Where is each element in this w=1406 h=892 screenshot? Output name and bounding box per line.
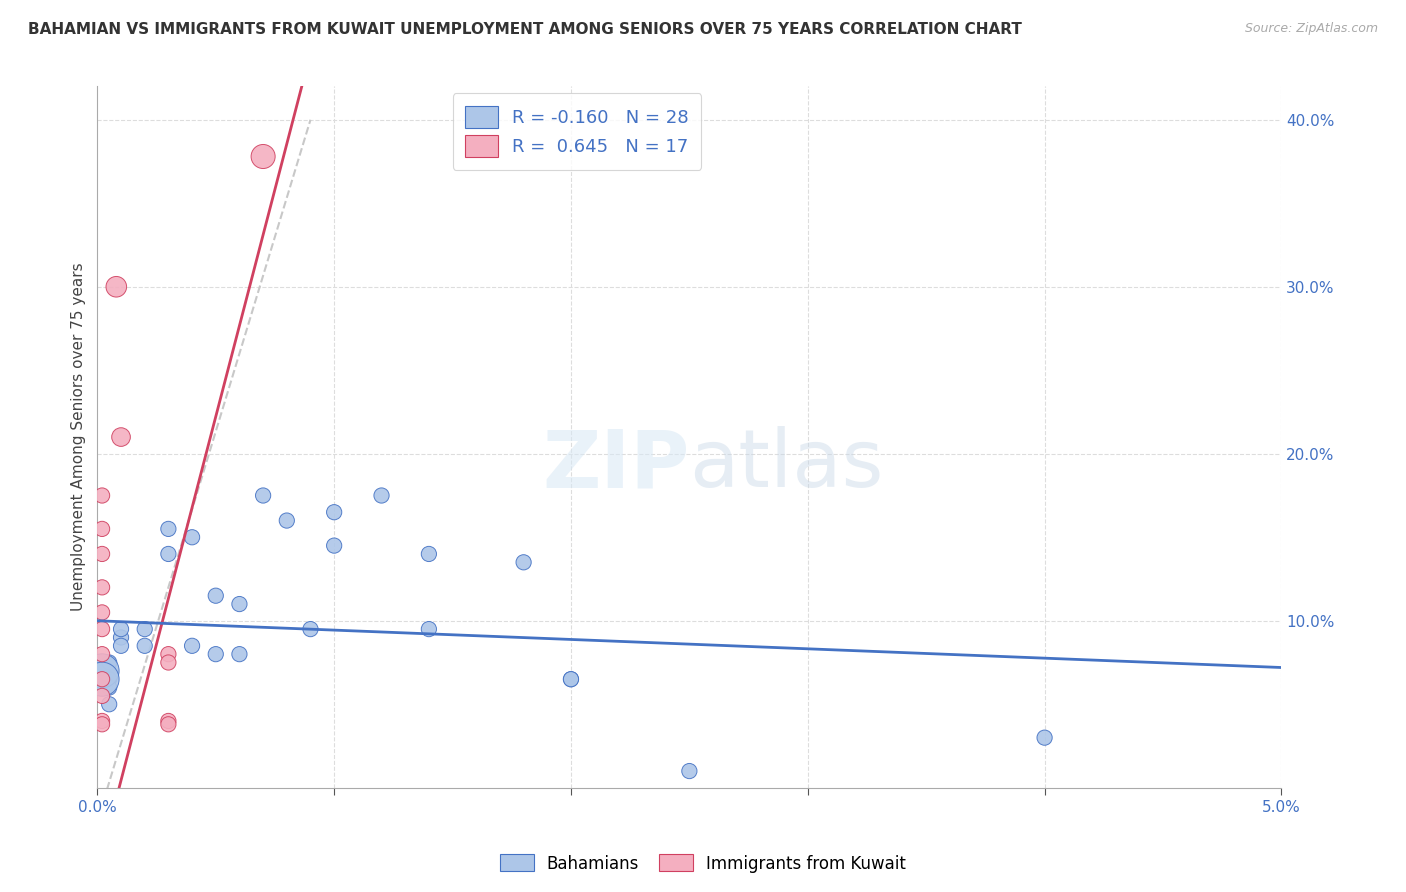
Point: [91, 714, 114, 728]
Point: [1033, 731, 1056, 745]
Text: ZIP: ZIP: [543, 426, 689, 504]
Legend: Bahamians, Immigrants from Kuwait: Bahamians, Immigrants from Kuwait: [494, 847, 912, 880]
Point: [157, 547, 180, 561]
Point: [181, 530, 204, 544]
Point: [418, 622, 440, 636]
Point: [512, 555, 534, 569]
Point: [91, 606, 114, 620]
Point: [91, 489, 114, 503]
Point: [276, 514, 298, 528]
Point: [323, 505, 346, 519]
Point: [560, 672, 582, 686]
Point: [323, 539, 346, 553]
Point: [228, 647, 250, 661]
Point: [134, 639, 156, 653]
Point: [91, 547, 114, 561]
Point: [252, 489, 274, 503]
Text: atlas: atlas: [689, 426, 884, 504]
Point: [98, 656, 121, 670]
Point: [98, 698, 121, 712]
Point: [157, 647, 180, 661]
Point: [91, 672, 114, 686]
Point: [91, 672, 114, 686]
Point: [418, 547, 440, 561]
Text: Source: ZipAtlas.com: Source: ZipAtlas.com: [1244, 22, 1378, 36]
Point: [299, 622, 322, 636]
Point: [157, 717, 180, 731]
Point: [91, 689, 114, 703]
Point: [370, 489, 392, 503]
Point: [91, 664, 114, 678]
Point: [91, 717, 114, 731]
Point: [98, 681, 121, 695]
Point: [157, 714, 180, 728]
Point: [678, 764, 700, 778]
Point: [91, 580, 114, 594]
Point: [157, 656, 180, 670]
Point: [110, 639, 132, 653]
Point: [91, 522, 114, 536]
Text: BAHAMIAN VS IMMIGRANTS FROM KUWAIT UNEMPLOYMENT AMONG SENIORS OVER 75 YEARS CORR: BAHAMIAN VS IMMIGRANTS FROM KUWAIT UNEMP…: [28, 22, 1022, 37]
Point: [204, 647, 226, 661]
Point: [91, 647, 114, 661]
Point: [157, 522, 180, 536]
Y-axis label: Unemployment Among Seniors over 75 years: Unemployment Among Seniors over 75 years: [72, 263, 86, 611]
Point: [98, 672, 121, 686]
Point: [204, 589, 226, 603]
Point: [110, 430, 132, 444]
Point: [181, 639, 204, 653]
Point: [560, 672, 582, 686]
Point: [110, 631, 132, 645]
Legend: R = -0.160   N = 28, R =  0.645   N = 17: R = -0.160 N = 28, R = 0.645 N = 17: [453, 94, 702, 170]
Point: [134, 622, 156, 636]
Point: [110, 622, 132, 636]
Point: [91, 622, 114, 636]
Point: [252, 149, 274, 163]
Point: [228, 597, 250, 611]
Point: [105, 279, 128, 293]
